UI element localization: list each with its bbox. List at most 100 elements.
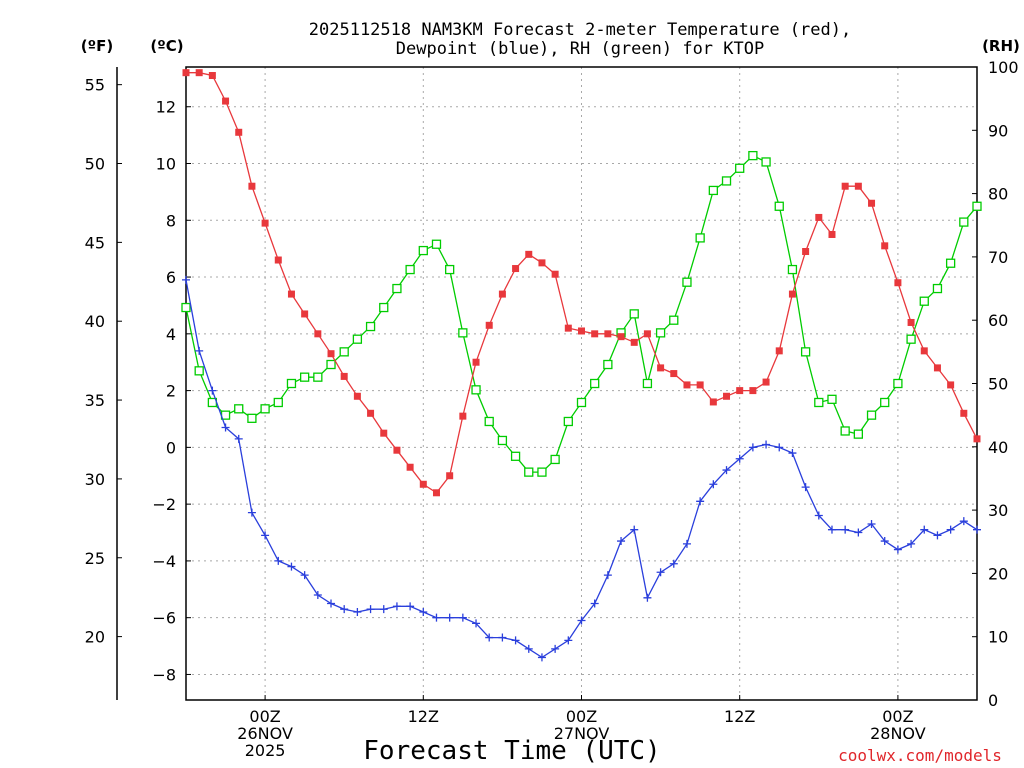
- temperature-point: [657, 364, 665, 372]
- dewpoint-point: [788, 449, 797, 458]
- temperature-point: [868, 199, 876, 207]
- rh-point: [959, 217, 969, 227]
- dewpoint-point: [353, 608, 362, 617]
- temperature-point: [973, 435, 981, 443]
- temperature-point: [419, 480, 427, 488]
- rh-point: [431, 239, 442, 249]
- rh-point: [945, 258, 956, 268]
- rh-point: [735, 163, 745, 173]
- temperature-point: [446, 472, 454, 480]
- dewpoint-point: [274, 556, 283, 565]
- rh-tick-label: 70: [988, 248, 1008, 267]
- dewpoint-point: [893, 545, 902, 554]
- temperature-point: [960, 409, 968, 417]
- rh-tick-label: 10: [988, 628, 1008, 647]
- celsius-tick-label: 8: [166, 211, 176, 230]
- temperature-point: [327, 350, 335, 358]
- dewpoint-point: [959, 517, 968, 526]
- temperature-point: [802, 248, 810, 256]
- dewpoint-point: [524, 644, 533, 653]
- celsius-tick-label: 6: [166, 268, 176, 287]
- temperature-point: [353, 392, 361, 400]
- rh-tick-label: 30: [988, 501, 1008, 520]
- rh-point: [194, 366, 204, 376]
- source-credit: coolwx.com/models: [838, 746, 1002, 765]
- rh-point: [682, 277, 692, 287]
- celsius-tick-label: −4: [152, 552, 176, 571]
- temperature-point: [788, 290, 796, 298]
- temperature-series: [182, 69, 981, 497]
- temperature-point: [222, 97, 230, 105]
- temperature-point: [208, 72, 216, 80]
- temperature-point: [512, 265, 520, 273]
- rh-point: [906, 334, 916, 344]
- rh-point: [827, 394, 837, 404]
- rh-point: [880, 397, 890, 408]
- fahrenheit-tick-label: 55: [85, 76, 105, 95]
- rh-tick-label: 40: [988, 438, 1008, 457]
- rh-point: [299, 372, 310, 382]
- dewpoint-point: [748, 443, 757, 452]
- dewpoint-point: [854, 528, 863, 537]
- rh-tick-label: 90: [988, 121, 1008, 140]
- temperature-point: [683, 381, 691, 389]
- dewpoint-point: [551, 644, 560, 653]
- rh-tick-label: 0: [988, 691, 998, 710]
- temperature-point: [630, 338, 638, 346]
- temperature-point: [696, 381, 704, 389]
- rh-point: [181, 302, 191, 313]
- celsius-unit-label: (ºC): [150, 37, 183, 55]
- rh-point: [761, 157, 771, 167]
- rh-point: [326, 359, 336, 370]
- dewpoint-point: [208, 386, 217, 395]
- temperature-point: [314, 330, 322, 338]
- dewpoint-point: [880, 537, 889, 546]
- temperature-point: [340, 372, 348, 380]
- temperature-point: [367, 409, 375, 417]
- fahrenheit-tick-label: 50: [85, 155, 105, 174]
- time-tick-label: 28NOV: [870, 724, 926, 743]
- dewpoint-point: [313, 590, 322, 599]
- rh-point: [603, 359, 613, 370]
- dewpoint-point: [709, 480, 718, 489]
- celsius-tick-label: −6: [152, 609, 176, 628]
- temperature-point: [841, 182, 849, 190]
- temperature-point: [815, 213, 823, 221]
- dewpoint-point: [287, 562, 296, 571]
- rh-point: [642, 378, 653, 389]
- temperature-point: [538, 259, 546, 267]
- rh-tick-label: 50: [988, 375, 1008, 394]
- dewpoint-point: [814, 511, 823, 520]
- rh-point: [853, 429, 863, 439]
- dewpoint-point: [498, 633, 507, 642]
- chart-title-line-2: Dewpoint (blue), RH (green) for KTOP: [396, 39, 764, 59]
- dewpoint-point: [564, 636, 573, 645]
- dewpoint-point: [261, 531, 270, 540]
- temperature-point: [907, 318, 915, 326]
- temperature-point: [854, 182, 862, 190]
- chart-title-line-1: 2025112518 NAM3KM Forecast 2-meter Tempe…: [309, 20, 851, 40]
- temperature-point: [828, 230, 836, 238]
- rh-point: [669, 315, 679, 325]
- time-tick-label: 2025: [245, 741, 286, 760]
- dewpoint-series: [182, 275, 981, 662]
- time-tick-label: 00Z: [249, 707, 280, 726]
- temperature-point: [749, 387, 757, 395]
- celsius-tick-label: 2: [166, 382, 176, 401]
- dewpoint-point: [669, 559, 678, 568]
- temperature-point: [591, 330, 599, 338]
- temperature-point: [393, 446, 401, 454]
- temperature-point: [709, 398, 717, 406]
- dewpoint-point: [907, 539, 916, 548]
- rh-point: [655, 328, 666, 338]
- dewpoint-point: [920, 525, 929, 534]
- temperature-point: [604, 330, 612, 338]
- y-axis-ticks: −8 −6 −4 −2 0 2 4 6 8 10 12 20 25 30 35 40 45 50 55 0 10 20 30…: [85, 58, 1019, 710]
- dewpoint-point: [603, 571, 612, 580]
- rh-point: [497, 435, 508, 446]
- rh-point: [576, 397, 587, 408]
- rh-point: [563, 416, 573, 427]
- temperature-point: [274, 256, 282, 264]
- dewpoint-point: [841, 525, 850, 534]
